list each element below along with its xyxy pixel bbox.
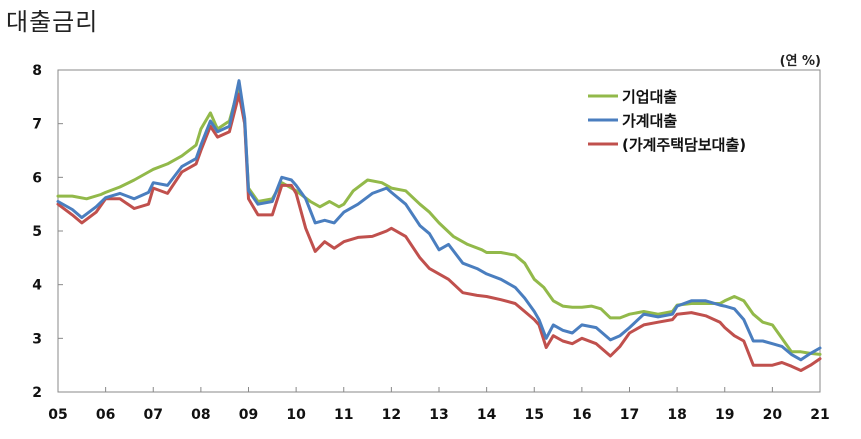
legend-label: 기업대출 xyxy=(622,88,677,106)
x-tick-label: 20 xyxy=(763,407,783,423)
x-tick-label: 17 xyxy=(620,407,639,423)
x-tick-label: 18 xyxy=(667,407,686,423)
y-tick-label: 3 xyxy=(32,331,42,347)
y-tick-label: 8 xyxy=(32,63,42,79)
page-title: 대출금리 xyxy=(6,8,99,36)
y-tick-label: 6 xyxy=(32,170,42,186)
series-line-2 xyxy=(56,79,822,362)
unit-label: (연 %) xyxy=(779,54,821,69)
y-tick-label: 4 xyxy=(32,278,42,294)
x-tick-label: 06 xyxy=(96,407,115,423)
x-tick-label: 21 xyxy=(810,407,829,423)
x-tick-label: 08 xyxy=(191,407,210,423)
y-tick-label: 2 xyxy=(32,385,42,401)
series-line-1 xyxy=(56,84,822,356)
x-tick-label: 09 xyxy=(239,407,258,423)
x-tick-label: 12 xyxy=(382,407,401,423)
x-tick-label: 19 xyxy=(715,407,734,423)
series-line-3 xyxy=(56,92,822,372)
plot-area xyxy=(57,69,821,393)
x-tick-label: 07 xyxy=(144,407,163,423)
y-tick-label: 5 xyxy=(32,224,42,240)
y-axis: 2 3 4 5 6 7 8 xyxy=(32,63,63,401)
series-layer xyxy=(56,79,822,372)
x-tick-label: 14 xyxy=(477,407,497,423)
x-tick-label: 13 xyxy=(429,407,448,423)
x-tick-label: 10 xyxy=(286,407,306,423)
x-tick-label: 05 xyxy=(48,407,67,423)
x-tick-label: 16 xyxy=(572,407,591,423)
x-tick-label: 15 xyxy=(525,407,544,423)
y-tick-label: 7 xyxy=(32,117,42,133)
legend-label: 가계대출 xyxy=(622,112,677,130)
x-tick-label: 11 xyxy=(334,407,353,423)
x-axis: 05 06 07 08 09 10 11 12 13 14 15 16 17 18 19 20 21 xyxy=(48,387,830,423)
legend-label: (가계주택담보대출) xyxy=(622,136,746,154)
